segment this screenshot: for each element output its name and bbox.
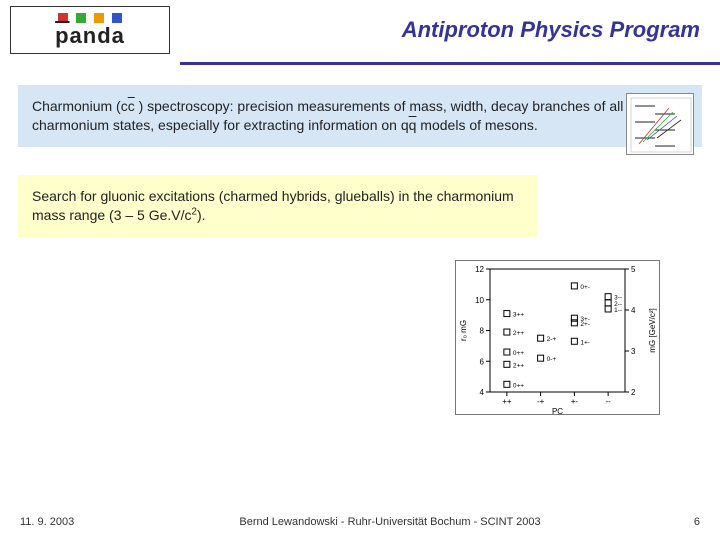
svg-text:r₀ mG: r₀ mG: [459, 320, 468, 341]
svg-text:0++: 0++: [513, 350, 524, 357]
footer: 11. 9. 2003 Bernd Lewandowski - Ruhr-Uni…: [0, 516, 720, 528]
logo-dot: [112, 13, 122, 23]
svg-text:10: 10: [475, 296, 484, 305]
svg-text:5: 5: [631, 265, 636, 274]
charmonium-text: Charmonium (cc ) spectroscopy: precision…: [32, 98, 623, 133]
svg-text:2+-: 2+-: [580, 321, 590, 328]
svg-text:3--: 3--: [614, 295, 622, 302]
svg-text:0++: 0++: [513, 382, 524, 389]
svg-text:++: ++: [502, 397, 512, 406]
svg-text:2++: 2++: [513, 362, 524, 369]
svg-text:1+-: 1+-: [580, 339, 590, 346]
svg-text:4: 4: [480, 388, 485, 397]
logo-dots: [58, 13, 122, 23]
footer-date: 11. 9. 2003: [20, 516, 120, 528]
gluonic-text: Search for gluonic excitations (charmed …: [32, 188, 514, 224]
svg-text:0+-: 0+-: [580, 284, 590, 291]
svg-text:8: 8: [480, 327, 485, 336]
slide-body: Charmonium (cc ) spectroscopy: precision…: [0, 65, 720, 237]
svg-text:1--: 1--: [614, 307, 622, 314]
panda-logo: panda: [10, 6, 170, 54]
svg-text:2++: 2++: [513, 330, 524, 337]
gluonic-block: Search for gluonic excitations (charmed …: [18, 175, 538, 237]
svg-text:2: 2: [631, 388, 636, 397]
logo-dot: [94, 13, 104, 23]
svg-text:-+: -+: [537, 397, 545, 406]
svg-text:0-+: 0-+: [547, 356, 557, 363]
header: panda Antiproton Physics Program: [0, 0, 720, 60]
footer-center: Bernd Lewandowski - Ruhr-Universität Boc…: [120, 516, 660, 528]
svg-text:PC: PC: [552, 407, 563, 416]
glueball-chart: 4 6 8 10 12 2 3 4 5 ++ -+ +- -- PC r₀ mG mG [GeV/c²] 0++…: [455, 260, 660, 415]
title-area: Antiproton Physics Program: [170, 17, 710, 43]
slide-title: Antiproton Physics Program: [170, 17, 700, 43]
svg-text:3++: 3++: [513, 312, 524, 319]
svg-text:2-+: 2-+: [547, 336, 557, 343]
svg-text:--: --: [605, 397, 611, 406]
logo-dot: [76, 13, 86, 23]
charmonium-block: Charmonium (cc ) spectroscopy: precision…: [18, 85, 702, 147]
svg-text:+-: +-: [571, 397, 579, 406]
charmonium-mini-chart: [626, 93, 694, 155]
logo-dot: [58, 13, 68, 23]
footer-page-number: 6: [660, 516, 700, 528]
svg-text:mG [GeV/c²]: mG [GeV/c²]: [648, 308, 657, 352]
logo-text: panda: [55, 25, 125, 47]
svg-text:12: 12: [475, 265, 484, 274]
svg-text:3: 3: [631, 347, 636, 356]
svg-text:6: 6: [480, 357, 485, 366]
svg-text:2--: 2--: [614, 301, 622, 308]
svg-text:4: 4: [631, 306, 636, 315]
